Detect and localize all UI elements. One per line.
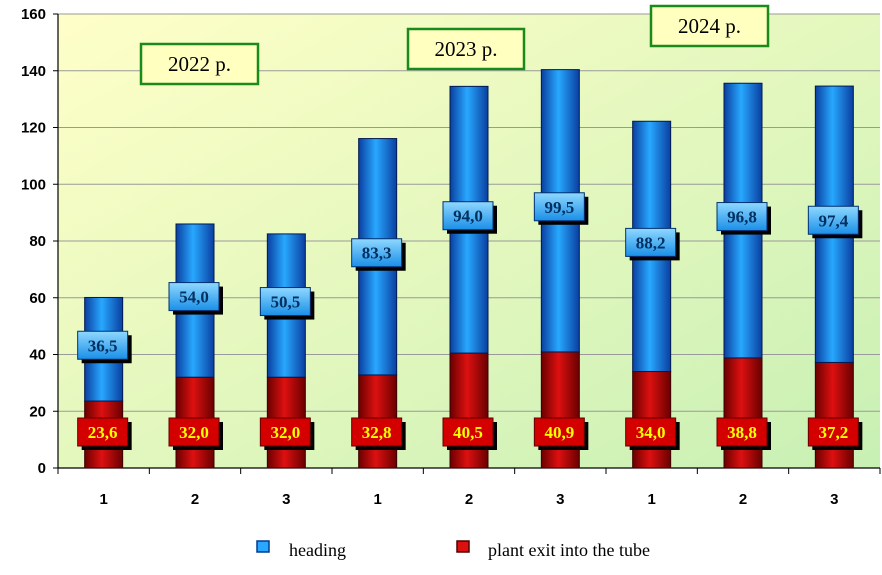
data-label-box (716, 417, 768, 447)
y-tick-label: 120 (21, 120, 46, 137)
y-tick-label: 60 (29, 290, 46, 307)
year-label: 2024 р. (678, 14, 741, 38)
data-label-plant-exit: 37,2 (818, 423, 848, 442)
data-label-plant-exit: 34,0 (636, 423, 666, 442)
legend-swatch (256, 540, 270, 553)
legend-label: heading (289, 540, 346, 560)
y-tick-label: 160 (21, 6, 46, 23)
bar-plant-exit (814, 361, 854, 469)
data-label-heading: 54,0 (179, 288, 209, 307)
data-label-heading: 83,3 (362, 244, 392, 263)
data-label-box (77, 330, 129, 360)
data-label-plant-exit: 32,8 (362, 423, 392, 442)
data-label-plant-exit: 23,6 (88, 423, 118, 442)
x-tick-label: 3 (830, 491, 838, 508)
data-label-box (442, 417, 494, 447)
data-label-heading: 97,4 (818, 211, 848, 230)
bar-plant-exit (540, 351, 580, 469)
data-label-box (625, 227, 677, 257)
data-label-box (168, 282, 220, 312)
data-label-box (351, 238, 403, 268)
data-label-box (533, 192, 585, 222)
year-label-box (649, 4, 770, 48)
bar-plant-exit (449, 352, 489, 469)
data-label-box (442, 201, 494, 231)
x-tick-label: 3 (556, 491, 564, 508)
data-label-heading: 36,5 (88, 336, 118, 355)
y-tick-label: 80 (29, 233, 46, 250)
data-label-heading: 99,5 (544, 198, 574, 217)
data-label-box (259, 417, 311, 447)
data-label-box (625, 417, 677, 447)
data-label-heading: 94,0 (453, 207, 483, 226)
bar-plant-exit (723, 357, 763, 469)
year-label: 2022 р. (168, 52, 231, 76)
data-label-plant-exit: 32,0 (270, 423, 300, 442)
data-label-box (351, 417, 403, 447)
x-tick-label: 1 (647, 491, 655, 508)
data-label-box (716, 202, 768, 232)
year-label-box (406, 27, 526, 71)
y-tick-label: 100 (21, 176, 46, 193)
x-tick-label: 1 (373, 491, 381, 508)
data-label-box (533, 417, 585, 447)
data-label-plant-exit: 32,0 (179, 423, 209, 442)
data-label-box (259, 287, 311, 317)
x-tick-label: 2 (465, 491, 473, 508)
y-tick-label: 20 (29, 403, 46, 420)
data-label-plant-exit: 40,5 (453, 423, 483, 442)
data-label-heading: 96,8 (727, 208, 757, 227)
data-label-plant-exit: 38,8 (727, 423, 757, 442)
x-tick-label: 3 (282, 491, 290, 508)
data-label-plant-exit: 40,9 (544, 423, 574, 442)
x-tick-label: 2 (191, 491, 199, 508)
legend-label: plant exit into the tube (488, 540, 650, 560)
data-label-heading: 50,5 (270, 293, 300, 312)
legend-swatch (456, 540, 470, 553)
year-label-box (139, 42, 260, 86)
year-label: 2023 р. (435, 37, 498, 61)
y-tick-label: 140 (21, 63, 46, 80)
data-label-box (168, 417, 220, 447)
data-label-box (807, 205, 859, 235)
data-label-heading: 88,2 (636, 233, 666, 252)
y-tick-label: 40 (29, 347, 46, 364)
data-label-box (807, 417, 859, 447)
x-tick-label: 1 (99, 491, 107, 508)
data-label-box (77, 417, 129, 447)
x-tick-label: 2 (739, 491, 747, 508)
y-tick-label: 0 (38, 460, 46, 477)
